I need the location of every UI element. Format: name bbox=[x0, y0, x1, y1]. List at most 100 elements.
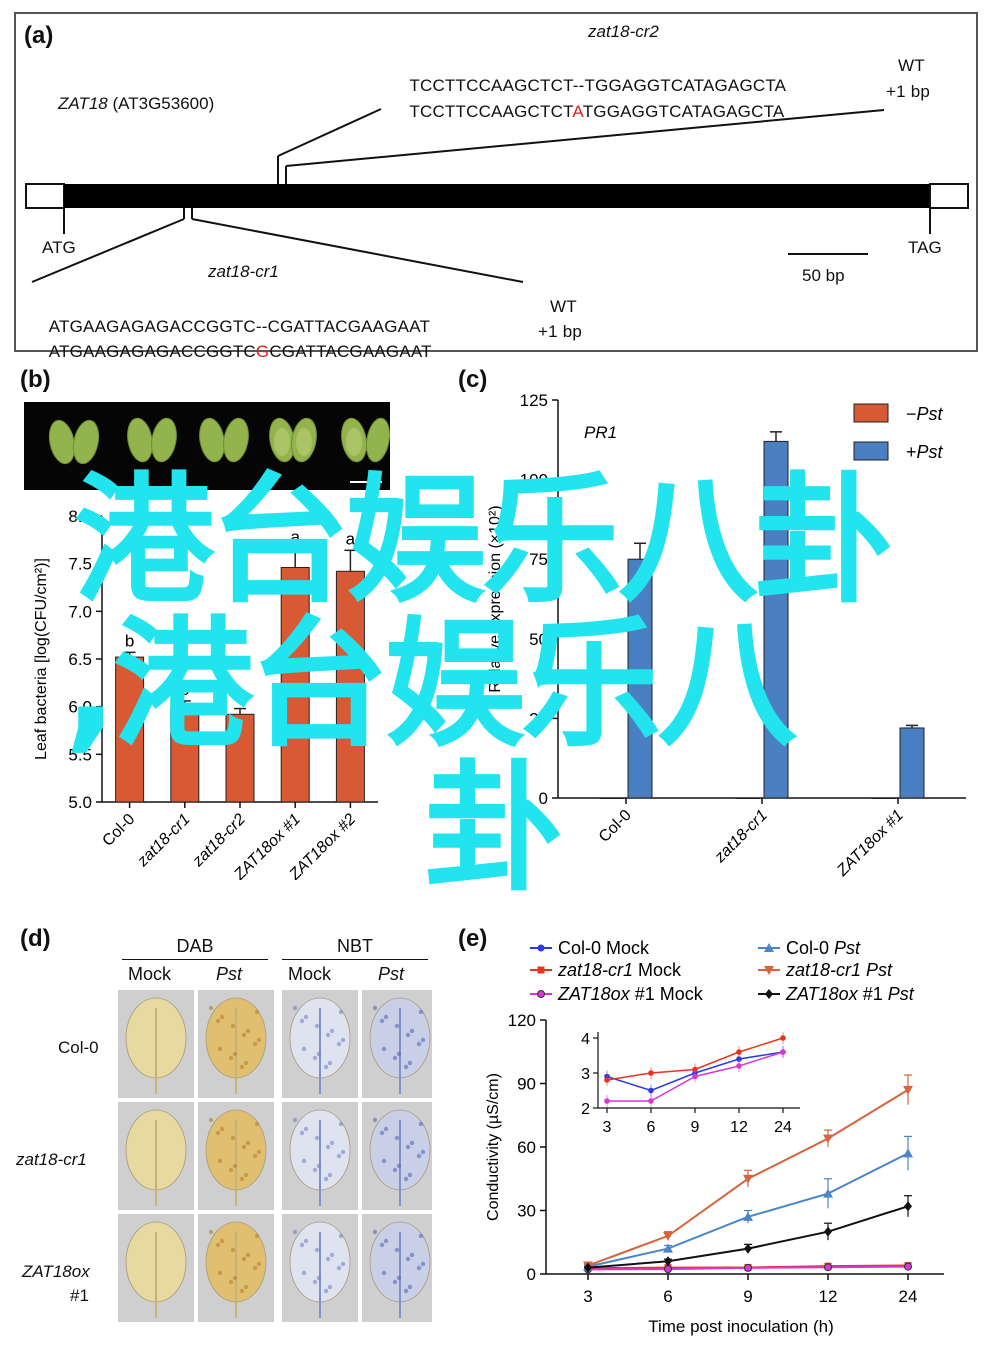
stain-spot bbox=[256, 1149, 262, 1155]
stain-spot bbox=[338, 1009, 344, 1015]
stain-spot bbox=[256, 1261, 262, 1267]
cr1-wt-label: WT bbox=[550, 297, 577, 316]
stain-spot bbox=[215, 1130, 221, 1136]
stain-spot bbox=[418, 1121, 424, 1127]
stain-spot bbox=[230, 1135, 236, 1141]
cr1-title: zat18-cr1 bbox=[208, 262, 279, 281]
data-point bbox=[903, 1085, 913, 1095]
coding-region bbox=[64, 184, 930, 208]
stain-spot bbox=[338, 1121, 344, 1127]
bar bbox=[599, 797, 625, 799]
stain-spot bbox=[243, 1060, 249, 1066]
stain-spot bbox=[256, 1037, 262, 1043]
stain-spot bbox=[228, 1279, 234, 1285]
stain-spot bbox=[372, 1229, 378, 1235]
stain-spot bbox=[336, 1041, 342, 1047]
stain-spot bbox=[299, 1130, 305, 1136]
y-tick-label: 100 bbox=[520, 471, 548, 490]
stain-spot bbox=[405, 1032, 411, 1038]
stain-spot bbox=[254, 1121, 260, 1127]
stain-spot bbox=[241, 1032, 247, 1038]
x-tick-label: ZAT18ox #1 bbox=[833, 807, 907, 878]
stain-spot bbox=[409, 1140, 415, 1146]
stain-spot bbox=[314, 1023, 320, 1029]
stain-spot bbox=[208, 1229, 214, 1235]
inset-x-tick-label: 3 bbox=[603, 1119, 612, 1136]
x-tick-label: 24 bbox=[899, 1287, 918, 1306]
inset-data-point bbox=[648, 1087, 654, 1094]
stain-spot bbox=[336, 1153, 342, 1159]
gene-diagram bbox=[25, 108, 969, 283]
legend-label: zat18-cr1 Mock bbox=[557, 960, 682, 980]
stain-spot bbox=[301, 1158, 307, 1164]
legend-label: −Pst bbox=[906, 404, 944, 424]
stain-spot bbox=[312, 1167, 318, 1173]
stain-spot bbox=[383, 1126, 389, 1132]
stain-spot bbox=[254, 1009, 260, 1015]
stain-spot bbox=[416, 1265, 422, 1271]
stain-spot bbox=[396, 1051, 402, 1057]
inset-data-point bbox=[648, 1070, 654, 1076]
stain-spot bbox=[327, 1284, 333, 1290]
stain-spot bbox=[409, 1028, 415, 1034]
stain-spot bbox=[396, 1163, 402, 1169]
chart-title: PR1 bbox=[584, 423, 617, 442]
data-point bbox=[823, 1134, 833, 1144]
stain-spot bbox=[219, 1014, 225, 1020]
stain-spot bbox=[383, 1238, 389, 1244]
cr2-wt-label: WT bbox=[898, 56, 925, 75]
legend-label: Col-0 Mock bbox=[558, 938, 650, 958]
y-tick-label: 7.5 bbox=[68, 555, 92, 574]
bar bbox=[763, 440, 789, 799]
x-tick-label: zat18-cr1 bbox=[134, 811, 194, 871]
stain-spot bbox=[230, 1023, 236, 1029]
stain-spot bbox=[239, 1176, 245, 1182]
stain-spot bbox=[299, 1242, 305, 1248]
cr1-mut-label: +1 bp bbox=[538, 322, 583, 341]
stain-spot bbox=[327, 1172, 333, 1178]
y-tick-label: 90 bbox=[517, 1075, 536, 1094]
stain-spot bbox=[403, 1288, 409, 1294]
data-point bbox=[744, 1263, 752, 1272]
inset-x-tick-label: 24 bbox=[774, 1119, 792, 1136]
inset-data-point bbox=[780, 1049, 786, 1055]
stain-spot bbox=[372, 1005, 378, 1011]
stain-spot bbox=[228, 1055, 234, 1061]
y-tick-label: 5.5 bbox=[68, 745, 92, 764]
stain-spot bbox=[340, 1037, 346, 1043]
stain-spot bbox=[314, 1247, 320, 1253]
overlay-line-3: 卦 bbox=[424, 748, 565, 911]
stain-spot bbox=[381, 1158, 387, 1164]
data-point bbox=[824, 1263, 832, 1272]
stain-spot bbox=[325, 1144, 331, 1150]
stain-spot bbox=[420, 1149, 426, 1155]
stain-spot bbox=[325, 1032, 331, 1038]
data-point bbox=[584, 1262, 592, 1273]
data-point bbox=[744, 1243, 752, 1254]
stain-spot bbox=[379, 1130, 385, 1136]
stain-spot bbox=[312, 1055, 318, 1061]
stain-spot bbox=[392, 1167, 398, 1173]
stain-spot bbox=[416, 1041, 422, 1047]
group-nbt: NBT bbox=[282, 936, 428, 960]
stain-spot bbox=[219, 1238, 225, 1244]
cr2-title: zat18-cr2 bbox=[588, 22, 659, 41]
y-tick-label: 6.0 bbox=[68, 698, 92, 717]
stain-spot bbox=[217, 1046, 223, 1052]
bar bbox=[871, 797, 897, 799]
stain-spot bbox=[407, 1060, 413, 1066]
x-tick-label: Col-0 bbox=[99, 811, 138, 850]
cr2-wt-sequence: TCCTTCCAAGCTCT--TGGAGGTCATAGAGCTA bbox=[409, 76, 787, 95]
stain-spot bbox=[336, 1265, 342, 1271]
bar bbox=[170, 706, 200, 803]
stain-spot bbox=[217, 1158, 223, 1164]
inset-data-point bbox=[692, 1066, 698, 1073]
bar bbox=[280, 566, 310, 803]
stain-spot bbox=[394, 1135, 400, 1141]
stain-spot bbox=[409, 1252, 415, 1258]
y-tick-label: 0 bbox=[539, 789, 548, 808]
start-codon: ATG bbox=[42, 238, 76, 257]
stain-spot bbox=[232, 1163, 238, 1169]
stain-spot bbox=[208, 1005, 214, 1011]
stain-spot bbox=[243, 1284, 249, 1290]
